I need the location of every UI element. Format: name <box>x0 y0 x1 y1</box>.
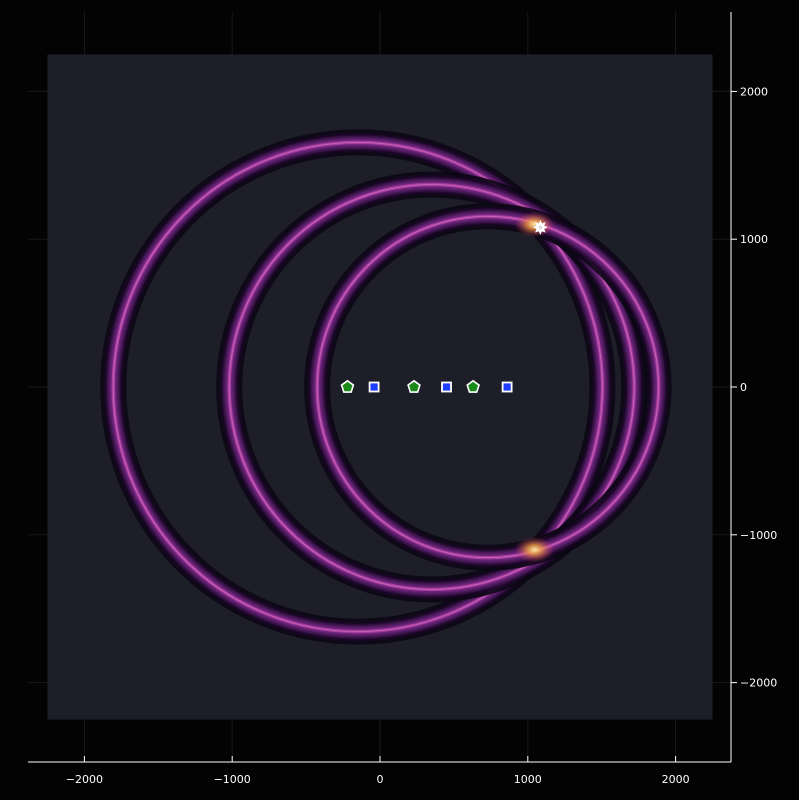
intersection-glow <box>514 536 555 563</box>
source-pentagon-marker <box>407 379 421 393</box>
source-pentagon-marker <box>340 379 355 393</box>
x-tick-label: −1000 <box>214 773 251 786</box>
sensor-square-marker <box>368 381 380 393</box>
sensor-square-marker <box>501 381 513 393</box>
y-tick-label: 1000 <box>740 233 768 246</box>
x-tick-label: −2000 <box>66 773 103 786</box>
ring-highlight <box>228 184 635 590</box>
y-tick-label: −2000 <box>740 677 777 690</box>
y-tick-label: 2000 <box>740 85 768 98</box>
source-pentagon-marker <box>466 379 480 393</box>
ring-highlight <box>316 215 660 559</box>
ring-1 <box>100 129 616 645</box>
y-tick-label: 0 <box>740 381 747 394</box>
estimate-star-center <box>538 225 543 230</box>
ring-2 <box>216 171 648 603</box>
x-tick-label: 2000 <box>662 773 690 786</box>
markers <box>340 219 548 393</box>
likelihood-rings <box>100 129 672 645</box>
x-tick-label: 0 <box>377 773 384 786</box>
axes: −2000 −1000 0 1000 2000 2000 1000 0 −1000 −2000 <box>28 12 777 786</box>
ring-3 <box>304 203 672 571</box>
intersection-glow <box>514 211 555 238</box>
x-tick-label: 1000 <box>514 773 542 786</box>
y-tick-label: −1000 <box>740 529 777 542</box>
sensor-square-marker <box>441 381 452 393</box>
ring-highlight <box>112 141 603 633</box>
